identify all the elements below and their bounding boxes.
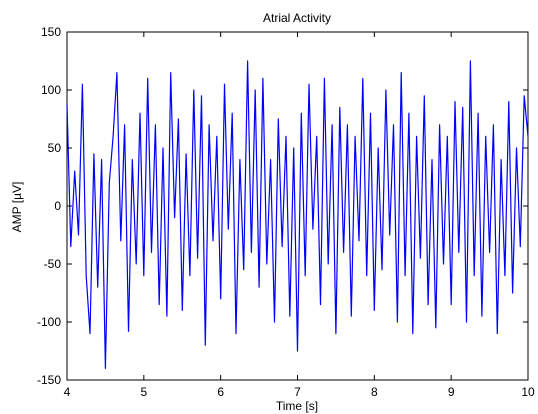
- y-axis-label: AMP [µV]: [10, 182, 24, 233]
- x-tick-label-2: 6: [217, 385, 224, 399]
- x-tick-label-0: 4: [64, 385, 71, 399]
- y-tick-label-1: -100: [37, 315, 61, 329]
- x-tick-label-5: 9: [448, 385, 455, 399]
- y-tick-label-4: 50: [48, 141, 62, 155]
- series-line-0: [66, 60, 529, 369]
- x-tick-label-3: 7: [294, 385, 301, 399]
- plot-area: 4 5 6 7 8 9 10 -150 -100 -50 0 50 100 150: [37, 25, 535, 399]
- x-tick-label-6: 10: [521, 385, 535, 399]
- y-tick-label-3: 0: [54, 199, 61, 213]
- x-axis-label: Time [s]: [276, 399, 318, 413]
- y-tick-label-5: 100: [41, 83, 61, 97]
- chart-title: Atrial Activity: [263, 11, 331, 25]
- y-tick-label-6: 150: [41, 25, 61, 39]
- x-tick-label-4: 8: [371, 385, 378, 399]
- y-tick-label-2: -50: [44, 257, 62, 271]
- y-tick-label-0: -150: [37, 373, 61, 387]
- x-tick-label-1: 5: [140, 385, 147, 399]
